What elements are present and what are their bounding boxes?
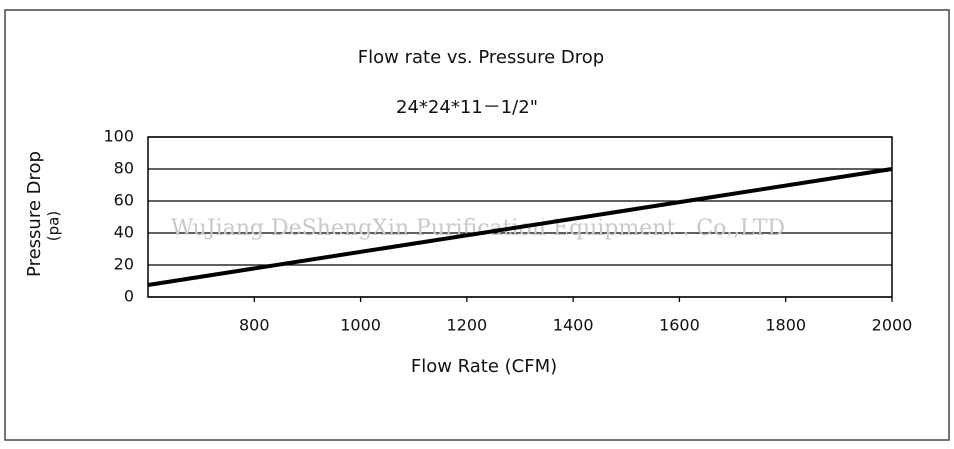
x-tick-label: 1000 xyxy=(340,316,381,335)
x-tick-label: 1800 xyxy=(765,316,806,335)
x-tick-label: 800 xyxy=(239,316,270,335)
y-axis-label: Pressure Drop xyxy=(24,151,45,277)
x-tick-label: 1200 xyxy=(446,316,487,335)
y-axis-unit: (pa) xyxy=(45,211,63,241)
y-tick-label: 20 xyxy=(114,255,134,274)
x-tick-label: 1600 xyxy=(659,316,700,335)
x-tick-label: 2000 xyxy=(872,316,913,335)
x-tick-label: 1400 xyxy=(553,316,594,335)
data-line xyxy=(147,167,893,287)
y-tick-label: 80 xyxy=(114,159,134,178)
watermark: WuJiang DeShengXin Purification Equipmen… xyxy=(171,216,785,241)
chart-subtitle: 24*24*11－1/2" xyxy=(396,97,538,118)
y-tick-label: 60 xyxy=(114,191,134,210)
chart-title: Flow rate vs. Pressure Drop xyxy=(358,47,604,68)
frame xyxy=(4,9,950,441)
y-tick-label: 40 xyxy=(114,223,134,242)
y-tick-label: 0 xyxy=(124,287,134,306)
y-tick-label: 100 xyxy=(103,127,134,146)
x-axis-label: Flow Rate (CFM) xyxy=(411,356,557,377)
